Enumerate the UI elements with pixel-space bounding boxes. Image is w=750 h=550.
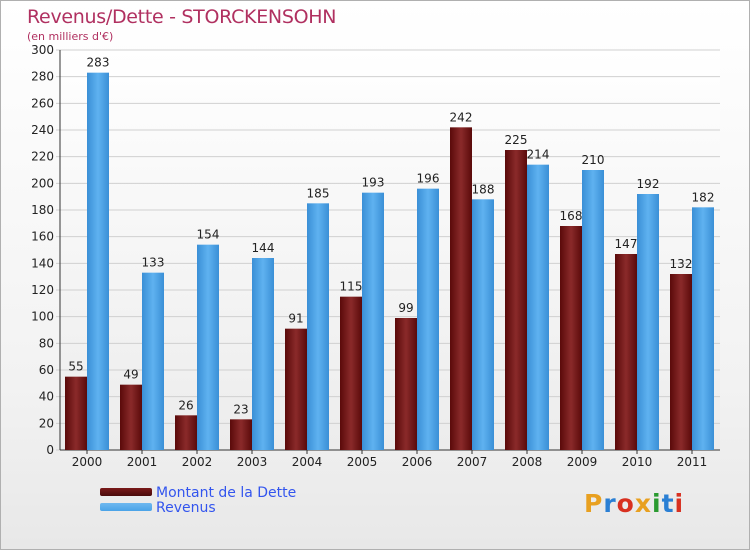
data-label-revenus: 188	[472, 182, 495, 196]
bar-dette	[450, 127, 472, 450]
x-tick-label: 2006	[402, 455, 433, 469]
x-tick-label: 2004	[292, 455, 323, 469]
bar-revenus	[527, 164, 549, 450]
x-tick-label: 2003	[237, 455, 268, 469]
data-label-revenus: 193	[362, 176, 385, 190]
data-label-dette: 242	[450, 110, 473, 124]
y-tick-label: 240	[31, 123, 54, 137]
x-tick-label: 2010	[622, 455, 653, 469]
data-label-dette: 132	[670, 257, 693, 271]
y-tick-label: 200	[31, 176, 54, 190]
data-label-dette: 168	[560, 209, 583, 223]
bar-revenus	[692, 207, 714, 450]
y-tick-label: 120	[31, 283, 54, 297]
logo-letter: i	[674, 489, 685, 518]
bar-revenus	[417, 188, 439, 450]
bar-dette	[285, 328, 307, 450]
logo-letter: x	[634, 489, 652, 518]
bar-revenus	[637, 194, 659, 450]
data-label-revenus: 133	[142, 256, 165, 270]
y-tick-label: 160	[31, 230, 54, 244]
bar-revenus	[582, 170, 604, 450]
data-label-revenus: 214	[527, 148, 550, 162]
data-label-revenus: 196	[417, 172, 440, 186]
data-label-revenus: 210	[582, 153, 605, 167]
bar-revenus	[252, 258, 274, 450]
data-label-dette: 225	[505, 133, 528, 147]
bar-dette	[340, 296, 362, 450]
bar-revenus	[197, 244, 219, 450]
x-tick-label: 2008	[512, 455, 543, 469]
x-tick-label: 2001	[127, 455, 158, 469]
y-tick-label: 40	[39, 390, 54, 404]
y-tick-label: 0	[46, 443, 54, 457]
data-label-revenus: 192	[637, 177, 660, 191]
bar-revenus	[87, 72, 109, 451]
bar-dette	[175, 415, 197, 450]
logo-letter: t	[661, 489, 675, 518]
y-tick-label: 140	[31, 256, 54, 270]
chart-subtitle: (en milliers d'€)	[27, 30, 114, 43]
data-label-dette: 23	[233, 402, 248, 416]
bar-dette	[560, 226, 582, 450]
bar-dette	[615, 254, 637, 450]
data-label-revenus: 154	[197, 228, 220, 242]
logo-letter: r	[603, 489, 617, 518]
y-tick-label: 80	[39, 336, 54, 350]
y-tick-label: 100	[31, 310, 54, 324]
x-tick-label: 2007	[457, 455, 488, 469]
bar-revenus	[307, 203, 329, 450]
data-label-dette: 26	[178, 398, 193, 412]
data-label-revenus: 185	[307, 186, 330, 200]
bar-dette	[65, 376, 87, 450]
bar-dette	[120, 384, 142, 450]
data-label-dette: 99	[398, 301, 413, 315]
data-label-dette: 147	[615, 237, 638, 251]
legend-label-revenus: Revenus	[156, 500, 216, 516]
bar-revenus	[362, 192, 384, 450]
data-label-dette: 91	[288, 312, 303, 326]
y-tick-label: 260	[31, 96, 54, 110]
data-label-dette: 55	[68, 360, 83, 374]
data-label-revenus: 144	[252, 241, 275, 255]
legend-swatch-revenus	[100, 503, 152, 511]
proxiti-logo: Proxiti	[584, 489, 684, 518]
x-tick-label: 2005	[347, 455, 378, 469]
y-tick-label: 220	[31, 150, 54, 164]
y-tick-label: 20	[39, 416, 54, 430]
y-tick-label: 60	[39, 363, 54, 377]
bar-dette	[670, 274, 692, 450]
y-tick-label: 280	[31, 70, 54, 84]
bar-revenus	[142, 272, 164, 450]
x-tick-label: 2011	[677, 455, 708, 469]
y-tick-label: 180	[31, 203, 54, 217]
data-label-dette: 49	[123, 368, 138, 382]
logo-letter: P	[584, 489, 604, 518]
chart-title: Revenus/Dette - STORCKENSOHN	[27, 6, 337, 28]
bar-dette	[505, 150, 527, 450]
data-label-dette: 115	[340, 280, 363, 294]
data-label-revenus: 182	[692, 190, 715, 204]
bar-revenus	[472, 199, 494, 450]
bar-dette	[395, 318, 417, 450]
legend-label-dette: Montant de la Dette	[156, 485, 297, 501]
plot-area	[60, 50, 720, 450]
x-tick-label: 2002	[182, 455, 213, 469]
x-tick-label: 2009	[567, 455, 598, 469]
logo-letter: i	[652, 489, 662, 518]
logo-letter: o	[616, 489, 635, 518]
y-tick-label: 300	[31, 43, 54, 57]
bar-dette	[230, 419, 252, 450]
data-label-revenus: 283	[87, 56, 110, 70]
legend-swatch-dette	[100, 488, 152, 496]
x-tick-label: 2000	[72, 455, 103, 469]
